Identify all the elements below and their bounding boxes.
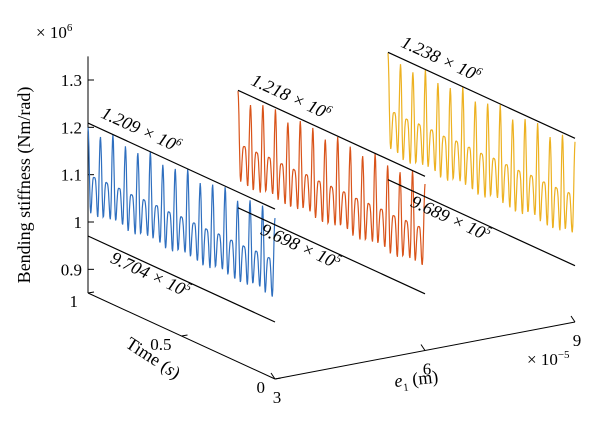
e1-tick-label: 6 xyxy=(423,360,432,379)
e1-tick xyxy=(570,315,576,323)
time-tick-label: 1 xyxy=(70,292,79,311)
z-axis-title: Bending stiffness (Nm/rad) xyxy=(14,87,35,284)
time-tick-label: 0.5 xyxy=(150,335,171,354)
e1-tick xyxy=(270,372,276,380)
e1-multiplier-label: × 10−5 xyxy=(527,349,570,369)
e1-axis-title: e1 (m) xyxy=(393,366,439,394)
min-line-1 xyxy=(87,235,276,323)
series-group xyxy=(87,52,576,297)
min-label-1: 9.704 × 105 xyxy=(108,247,194,301)
z-tick-label: 1.2 xyxy=(61,118,82,137)
time-tick-label: 0 xyxy=(257,378,266,397)
series-line-1 xyxy=(87,127,276,297)
z-tick-label: 1.3 xyxy=(61,71,82,90)
e1-tick-label: 9 xyxy=(573,331,582,350)
max-line-1 xyxy=(87,122,276,210)
series-line-2 xyxy=(237,91,426,266)
min-line-3 xyxy=(387,179,576,267)
time-tick xyxy=(87,291,95,294)
z-tick-label: 1.1 xyxy=(61,166,82,185)
axes-group xyxy=(87,56,576,380)
time-tick xyxy=(181,334,188,337)
max-label-2: 1.218 × 106 xyxy=(248,70,334,124)
max-line-3 xyxy=(387,51,576,139)
min-line-2 xyxy=(237,207,426,295)
series-line-3 xyxy=(387,52,576,233)
z-multiplier-label: × 106 xyxy=(36,22,73,42)
z-tick-label: 0.9 xyxy=(61,260,82,279)
z-tick-label: 1 xyxy=(74,213,83,232)
max-line-2 xyxy=(237,89,426,177)
e1-tick-label: 3 xyxy=(273,388,282,407)
max-label-3: 1.238 × 106 xyxy=(398,32,484,86)
e1-tick xyxy=(420,344,426,351)
axis-label-group: 0.9 1 1.1 1.2 1.3 × 106 0 0.5 1 3 6 9× 10−5 Bending … xyxy=(14,22,581,407)
max-label-1: 1.209 × 106 xyxy=(98,103,184,157)
